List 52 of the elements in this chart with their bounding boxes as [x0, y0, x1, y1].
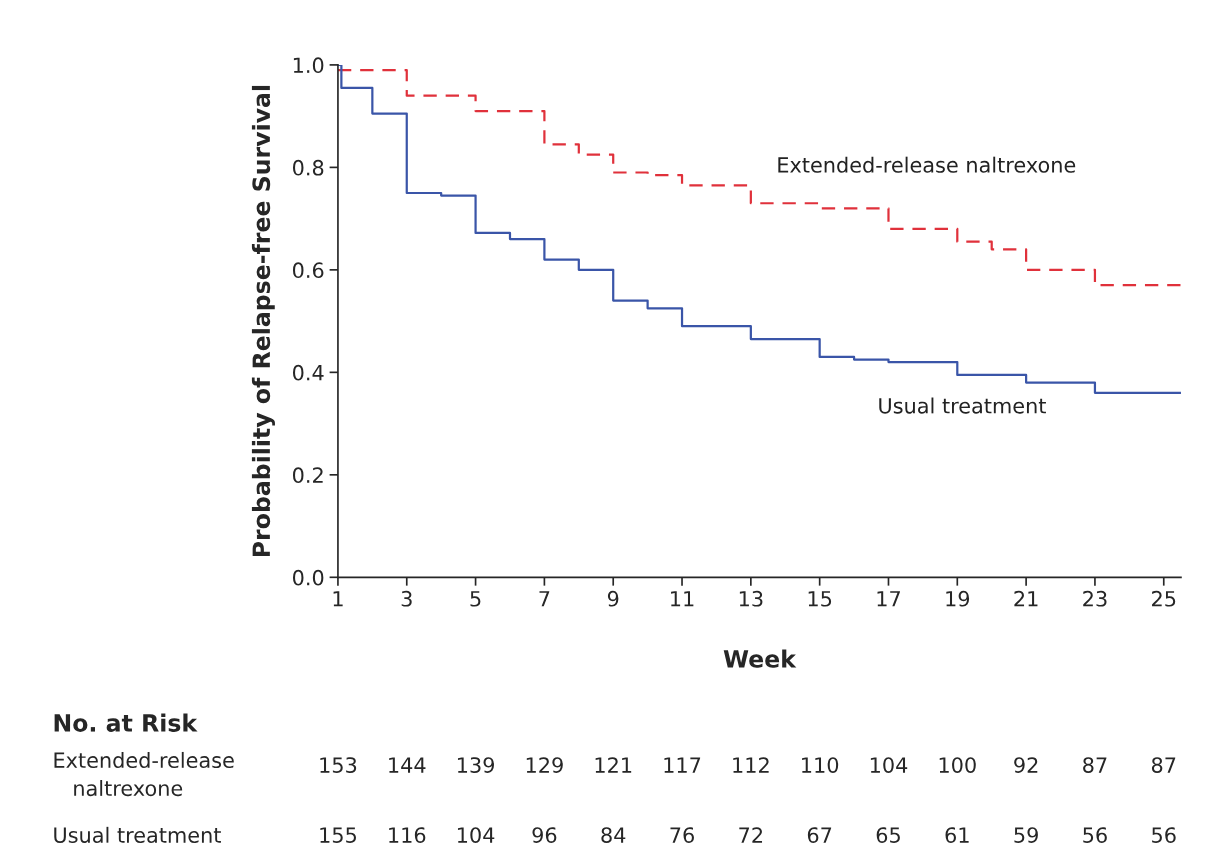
- text: 61: [945, 827, 969, 843]
- series-label: Usual treatment: [879, 397, 1046, 414]
- text: 112: [733, 757, 769, 773]
- x-tick-label: 21: [1014, 590, 1038, 607]
- text: 76: [670, 827, 694, 843]
- x-tick-label: 23: [1083, 590, 1107, 607]
- text: 104: [870, 757, 908, 773]
- text: 104: [457, 827, 495, 843]
- x-tick-label: 11: [671, 591, 694, 607]
- text: No. at Risk: [54, 713, 198, 732]
- text: 100: [939, 757, 976, 773]
- x-tick-label: 7: [539, 591, 550, 607]
- text: 72: [739, 827, 763, 843]
- text: 121: [595, 757, 632, 773]
- text: 155: [320, 827, 356, 843]
- text: 129: [526, 757, 563, 773]
- text: Extended-release naltrexone: [54, 751, 234, 797]
- x-tick-label: 1: [333, 591, 343, 607]
- x-tick-label: 17: [877, 591, 900, 607]
- text: 59: [1014, 827, 1038, 843]
- x-tick-label: 9: [607, 590, 619, 607]
- text: 96: [532, 827, 557, 843]
- y-tick-label: 0.2: [292, 467, 323, 484]
- x-tick-label: 5: [470, 591, 481, 607]
- y-tick-label: 0.4: [292, 364, 324, 381]
- y-tick-label: 0.6: [292, 262, 324, 279]
- text: 139: [457, 757, 494, 773]
- y-tick-label: 0.0: [292, 569, 324, 586]
- x-axis-title: Week: [723, 649, 797, 668]
- x-tick-label: 19: [946, 590, 970, 607]
- text: 65: [876, 827, 900, 843]
- text: 110: [802, 757, 839, 773]
- text: 56: [1083, 827, 1107, 843]
- series-label: Extended-release naltrexone: [778, 156, 1076, 173]
- y-tick-label: 1.0: [293, 57, 324, 74]
- x-tick-label: 15: [808, 591, 832, 607]
- text: 56: [1152, 827, 1176, 843]
- y-axis-title: Probability of Relapse-free Survival: [251, 85, 275, 557]
- text: 153: [320, 757, 357, 773]
- text: 117: [664, 757, 701, 773]
- text: 84: [601, 827, 626, 843]
- text: 67: [807, 827, 832, 843]
- text: 87: [1151, 757, 1176, 773]
- x-tick-label: 13: [739, 590, 763, 607]
- text: Usual treatment: [54, 826, 221, 843]
- text: 92: [1014, 757, 1038, 773]
- x-tick-label: 25: [1152, 590, 1176, 607]
- text: 87: [1083, 757, 1107, 773]
- text: 116: [389, 827, 426, 843]
- x-tick-label: 3: [401, 590, 412, 607]
- y-tick-label: 0.8: [292, 159, 324, 176]
- text: 144: [389, 757, 426, 773]
